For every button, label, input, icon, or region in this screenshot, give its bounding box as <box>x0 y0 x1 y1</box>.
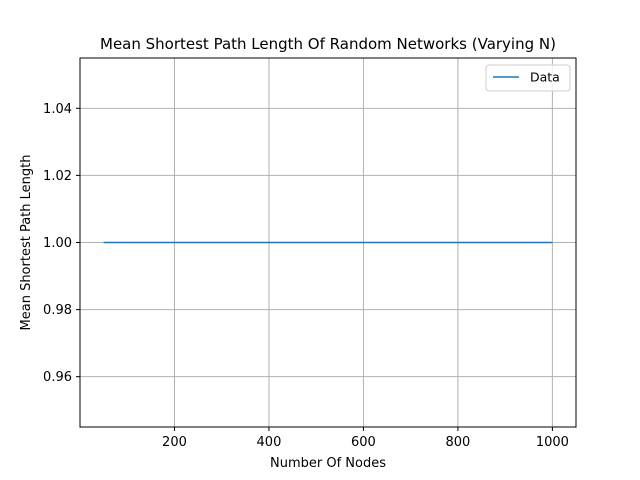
chart-title: Mean Shortest Path Length Of Random Netw… <box>100 35 556 53</box>
x-tick-label: 400 <box>257 435 282 450</box>
legend: Data <box>485 64 571 92</box>
legend-box <box>485 64 571 92</box>
y-tick-label: 1.00 <box>43 236 72 251</box>
x-axis: 200 400 600 800 1000 <box>162 427 569 450</box>
y-axis-label: Mean Shortest Path Length <box>19 155 34 331</box>
x-tick-label: 600 <box>351 435 376 450</box>
x-tick-label: 800 <box>445 435 470 450</box>
y-tick-label: 0.96 <box>43 370 72 385</box>
legend-label: Data <box>530 70 560 85</box>
y-axis: 0.96 0.98 1.00 1.02 1.04 <box>43 102 80 385</box>
x-tick-label: 1000 <box>536 435 569 450</box>
y-tick-label: 1.02 <box>43 169 72 184</box>
x-axis-label: Number Of Nodes <box>270 456 386 471</box>
y-tick-label: 1.04 <box>43 102 72 117</box>
y-tick-label: 0.98 <box>43 303 72 318</box>
x-tick-label: 200 <box>162 435 187 450</box>
